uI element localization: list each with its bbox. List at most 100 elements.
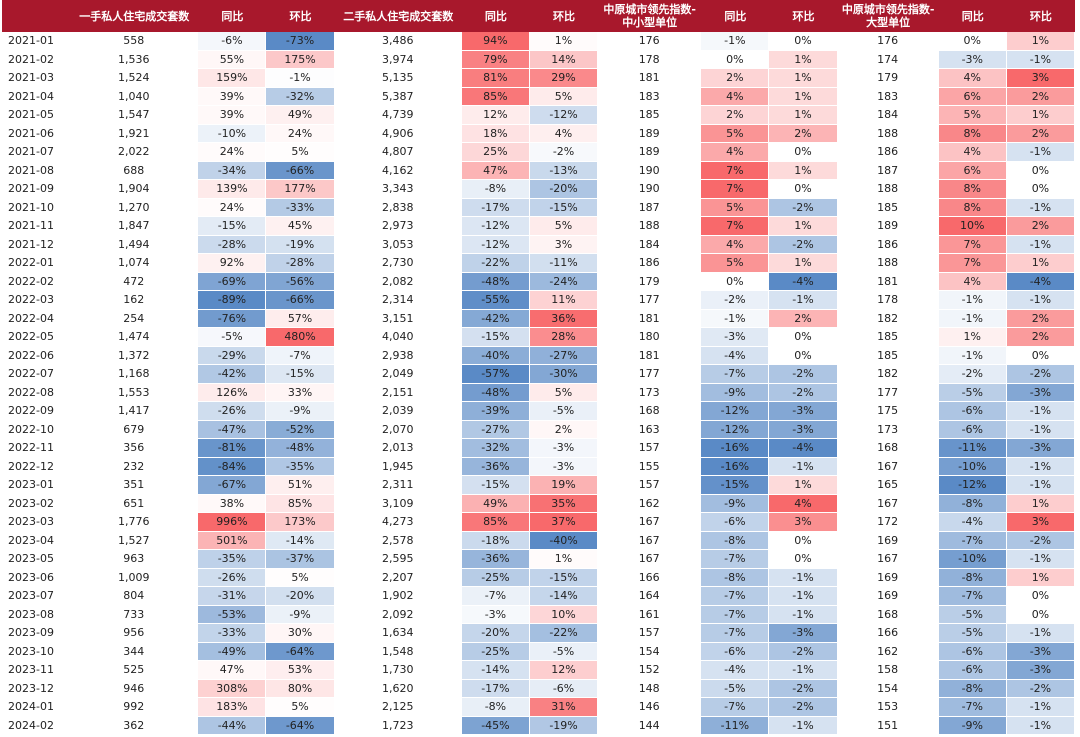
- date-cell: 2021-04: [2, 87, 71, 106]
- value-cell: 177: [598, 365, 702, 384]
- value-cell: -3%: [1006, 661, 1075, 680]
- value-cell: 651: [70, 494, 199, 513]
- value-cell: -81%: [198, 439, 267, 458]
- value-cell: -7%: [701, 365, 770, 384]
- value-cell: 187: [598, 198, 702, 217]
- value-cell: 2,973: [334, 217, 462, 236]
- value-cell: 4%: [701, 87, 770, 106]
- value-cell: -1%: [701, 32, 770, 51]
- value-cell: 0%: [1006, 346, 1075, 365]
- value-cell: 2,314: [334, 291, 462, 310]
- value-cell: 181: [598, 346, 702, 365]
- value-cell: -2%: [769, 365, 838, 384]
- value-cell: -4%: [938, 513, 1007, 532]
- value-cell: -3%: [769, 420, 838, 439]
- header-cell: 环比: [769, 0, 838, 32]
- value-cell: 946: [70, 679, 199, 698]
- value-cell: 173: [598, 383, 702, 402]
- data-row: 2022-02 472 -69% -56% 2,082 -48% -24% 179 0% -4% 1…: [2, 272, 1075, 291]
- date-cell: 2023-09: [2, 624, 71, 643]
- value-cell: -8%: [938, 568, 1007, 587]
- data-row: 2022-08 1,553 126% 33% 2,151 -48% 5% 173 -9% -2% 1…: [2, 383, 1075, 402]
- date-cell: 2022-06: [2, 346, 71, 365]
- value-cell: -1%: [1006, 457, 1075, 476]
- value-cell: 188: [837, 254, 939, 273]
- value-cell: 184: [598, 235, 702, 254]
- value-cell: -13%: [529, 161, 599, 180]
- value-cell: 1,524: [70, 69, 199, 88]
- header-cell: [2, 0, 71, 32]
- value-cell: -6%: [701, 642, 770, 661]
- value-cell: -1%: [1006, 476, 1075, 495]
- value-cell: -2%: [1006, 679, 1075, 698]
- value-cell: 1,921: [70, 124, 199, 143]
- value-cell: 1,776: [70, 513, 199, 532]
- date-cell: 2022-11: [2, 439, 71, 458]
- value-cell: 85%: [461, 87, 530, 106]
- value-cell: 996%: [198, 513, 267, 532]
- value-cell: 1%: [769, 106, 838, 125]
- value-cell: 7%: [938, 254, 1007, 273]
- value-cell: 179: [837, 69, 939, 88]
- value-cell: 2,207: [334, 568, 462, 587]
- date-cell: 2021-01: [2, 32, 71, 51]
- value-cell: -57%: [461, 365, 530, 384]
- value-cell: -8%: [938, 494, 1007, 513]
- value-cell: -9%: [266, 605, 335, 624]
- value-cell: 47%: [198, 661, 267, 680]
- value-cell: -1%: [1006, 698, 1075, 717]
- value-cell: 356: [70, 439, 199, 458]
- value-cell: 19%: [529, 476, 599, 495]
- value-cell: 7%: [701, 161, 770, 180]
- value-cell: 2,070: [334, 420, 462, 439]
- value-cell: 2,151: [334, 383, 462, 402]
- value-cell: 4%: [701, 143, 770, 162]
- value-cell: 167: [598, 513, 702, 532]
- value-cell: 2,730: [334, 254, 462, 273]
- value-cell: -31%: [198, 587, 267, 606]
- value-cell: 186: [598, 254, 702, 273]
- value-cell: 1,553: [70, 383, 199, 402]
- value-cell: 31%: [529, 698, 599, 717]
- value-cell: -9%: [938, 716, 1007, 735]
- value-cell: -4%: [769, 272, 838, 291]
- date-cell: 2021-08: [2, 161, 71, 180]
- data-row: 2021-01 558 -6% -73% 3,486 94% 1% 176 -1% 0% 176 0%…: [2, 32, 1075, 51]
- value-cell: 183: [598, 87, 702, 106]
- value-cell: 1,536: [70, 50, 199, 69]
- value-cell: 167: [837, 550, 939, 569]
- value-cell: -8%: [701, 531, 770, 550]
- value-cell: 182: [837, 309, 939, 328]
- data-row: 2021-03 1,524 159% -1% 5,135 81% 29% 181 2% 1% 179…: [2, 69, 1075, 88]
- value-cell: -1%: [769, 605, 838, 624]
- value-cell: -1%: [1006, 50, 1075, 69]
- value-cell: -1%: [1006, 716, 1075, 735]
- value-cell: 4%: [769, 494, 838, 513]
- value-cell: -73%: [266, 32, 335, 51]
- date-cell: 2021-02: [2, 50, 71, 69]
- value-cell: 12%: [461, 106, 530, 125]
- value-cell: 166: [598, 568, 702, 587]
- value-cell: 1,902: [334, 587, 462, 606]
- value-cell: 5,135: [334, 69, 462, 88]
- value-cell: -39%: [461, 402, 530, 421]
- value-cell: -2%: [769, 383, 838, 402]
- header-cell: 一手私人住宅成交套数: [70, 0, 199, 32]
- value-cell: -7%: [938, 587, 1007, 606]
- value-cell: -2%: [1006, 365, 1075, 384]
- value-cell: 2,022: [70, 143, 199, 162]
- value-cell: -19%: [266, 235, 335, 254]
- value-cell: 4%: [938, 69, 1007, 88]
- value-cell: 1%: [769, 50, 838, 69]
- value-cell: 187: [837, 161, 939, 180]
- value-cell: 3%: [1006, 513, 1075, 532]
- value-cell: 139%: [198, 180, 267, 199]
- value-cell: -3%: [529, 457, 599, 476]
- value-cell: 24%: [266, 124, 335, 143]
- value-cell: 45%: [266, 217, 335, 236]
- value-cell: 4,040: [334, 328, 462, 347]
- value-cell: -64%: [266, 642, 335, 661]
- value-cell: 1%: [1006, 106, 1075, 125]
- value-cell: 1,168: [70, 365, 199, 384]
- header-cell: 中原城市领先指数- 中小型单位: [598, 0, 702, 32]
